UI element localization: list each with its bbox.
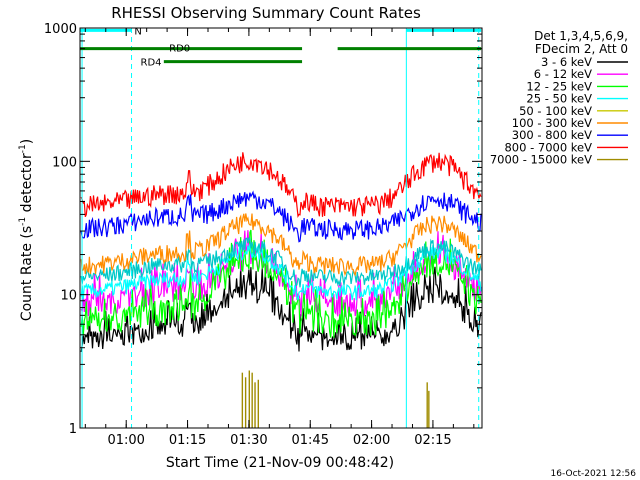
series-6	[80, 190, 482, 243]
series-4-line	[80, 237, 482, 288]
series-3-line	[80, 243, 482, 301]
night-marker-layer	[81, 28, 480, 428]
legend-label-0: 3 - 6 keV	[541, 55, 592, 69]
series-0-line	[80, 266, 482, 352]
series-5	[80, 213, 482, 277]
y-axis-label-end: )	[19, 139, 35, 144]
plot-frame	[79, 27, 483, 429]
x-tick-label-1: 01:15	[169, 433, 206, 448]
y-tick-label-0: 1	[69, 422, 77, 437]
x-tick-label-0: 01:00	[107, 433, 144, 448]
x-tick-label-5: 02:15	[414, 433, 451, 448]
flag-2-label: RD4	[141, 58, 162, 69]
x-axis-label: Start Time (21-Nov-09 00:48:42)	[166, 455, 394, 471]
legend-label-1: 6 - 12 keV	[534, 67, 592, 81]
flag-2: RD4	[141, 58, 303, 69]
series-7-line	[80, 152, 482, 218]
y-axis-label-sup1: -1	[18, 217, 28, 226]
axis-layer: 01:00 01:15 01:30 01:45 02:00 02:15 1 10 100 1000	[44, 22, 482, 448]
x-tick-label-2: 01:30	[230, 433, 267, 448]
x-tick-label-3: 01:45	[292, 433, 329, 448]
legend-label-6: 300 - 800 keV	[512, 128, 592, 142]
y-axis-label-sup2: -1	[18, 144, 28, 153]
data-layer	[80, 152, 482, 428]
legend-header-0: Det 1,3,4,5,6,9,	[534, 29, 628, 43]
legend: Det 1,3,4,5,6,9,FDecim 2, Att 03 - 6 keV…	[490, 29, 628, 167]
series-group	[80, 152, 482, 428]
series-0	[80, 266, 482, 352]
series-3	[80, 243, 482, 301]
y-axis-label: Count Rate (s-1 detector-1)	[18, 139, 35, 321]
flag-1: RD0	[80, 44, 482, 55]
legend-label-5: 100 - 300 keV	[512, 116, 592, 130]
legend-header-1: FDecim 2, Att 0	[535, 42, 628, 56]
series-8	[241, 370, 430, 428]
flag-1-label: RD0	[169, 44, 190, 55]
y-tick-label-1: 10	[60, 289, 77, 304]
y-tick-label-3: 1000	[44, 22, 77, 37]
flag-layer: N RD0 RD4	[80, 26, 482, 69]
legend-label-7: 800 - 7000 keV	[504, 140, 592, 154]
legend-label-2: 12 - 25 keV	[526, 79, 592, 93]
chart-title: RHESSI Observing Summary Count Rates	[111, 4, 421, 22]
legend-label-8: 7000 - 15000 keV	[490, 153, 592, 167]
y-axis-label-mid: detector	[19, 153, 35, 217]
timestamp: 16-Oct-2021 12:56	[551, 469, 637, 479]
legend-label-4: 50 - 100 keV	[519, 104, 592, 118]
series-4	[80, 237, 482, 288]
y-tick-label-2: 100	[52, 155, 77, 170]
y-axis-label-main: Count Rate (s	[19, 226, 35, 321]
series-7	[80, 152, 482, 218]
series-5-line	[80, 213, 482, 277]
x-tick-label-4: 02:00	[353, 433, 390, 448]
series-6-line	[80, 190, 482, 243]
legend-label-3: 25 - 50 keV	[526, 92, 592, 106]
flag-0-label: N	[134, 26, 141, 37]
